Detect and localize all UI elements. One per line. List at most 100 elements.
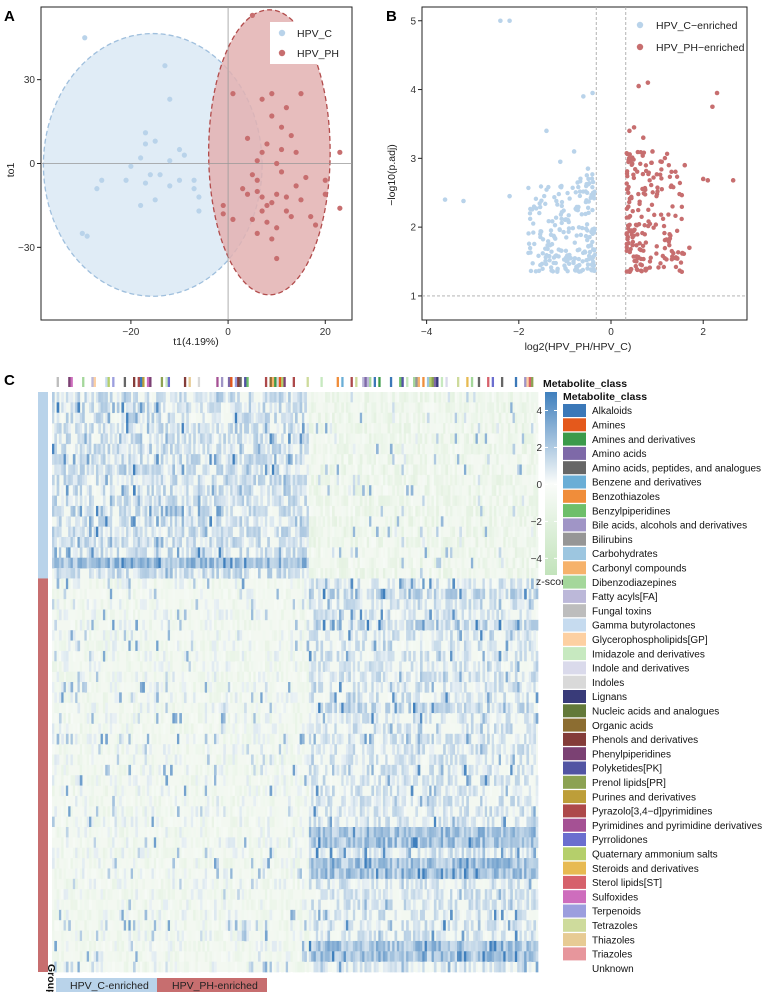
heatmap-cell: [308, 588, 312, 600]
heatmap-cell: [130, 412, 134, 424]
heatmap-cell: [426, 505, 430, 517]
heatmap-cell: [181, 505, 185, 517]
heatmap-cell: [179, 537, 182, 548]
heatmap-cell: [274, 433, 277, 445]
heatmap-cell: [269, 640, 273, 652]
column-annotation-cell: [389, 377, 393, 387]
heatmap-cell: [494, 443, 497, 455]
heatmap-cell: [274, 557, 277, 569]
heatmap-cell: [61, 557, 64, 569]
heatmap-cell: [172, 516, 176, 527]
heatmap-cell: [278, 640, 282, 652]
heatmap-cell: [281, 505, 284, 517]
heatmap-cell: [357, 557, 361, 569]
heatmap-cell: [225, 568, 229, 579]
column-annotation-cell: [380, 377, 384, 387]
heatmap-cell: [267, 516, 270, 527]
panel-b-point-hpv-ph: [652, 212, 657, 218]
heatmap-cell: [475, 443, 479, 455]
panel-a-legend-bg: [270, 22, 348, 64]
heatmap-cell: [470, 485, 474, 496]
heatmap-cell: [410, 474, 414, 486]
panel-b-y-tick-label: 5: [410, 16, 416, 27]
heatmap-cell: [503, 495, 506, 507]
heatmap-cell: [267, 474, 270, 486]
heatmap-cell: [158, 671, 162, 683]
heatmap-cell: [426, 392, 430, 403]
heatmap-cell: [341, 412, 344, 424]
heatmap-cell: [216, 454, 219, 465]
column-annotation-cell: [498, 377, 502, 387]
heatmap-cell: [218, 485, 222, 496]
heatmap-cell: [468, 557, 472, 569]
heatmap-cell: [133, 495, 136, 507]
heatmap-cell: [244, 630, 247, 641]
heatmap-cell: [271, 630, 275, 641]
heatmap-cell: [276, 650, 280, 662]
heatmap-cell: [202, 547, 206, 559]
heatmap-cell: [505, 619, 509, 631]
heatmap-cell: [119, 474, 122, 486]
heatmap-cell: [211, 423, 215, 434]
panel-a-point-hpv-ph: [293, 149, 299, 155]
heatmap-cell: [251, 599, 254, 610]
heatmap-cell: [220, 423, 224, 434]
heatmap-cell: [378, 588, 381, 600]
heatmap-cell: [413, 537, 416, 548]
panel-letter-b: B: [386, 8, 397, 25]
heatmap-cell: [535, 443, 539, 455]
heatmap-cell: [503, 526, 506, 538]
heatmap-cell: [100, 392, 104, 403]
heatmap-cell: [301, 423, 305, 434]
heatmap-cell: [322, 588, 326, 600]
heatmap-cell: [440, 568, 444, 579]
heatmap-cell: [137, 640, 141, 652]
heatmap-cell: [281, 537, 284, 548]
heatmap-cell: [105, 485, 108, 496]
heatmap-cell: [410, 661, 414, 672]
heatmap-cell: [334, 474, 338, 486]
column-annotation-cell: [139, 377, 143, 387]
heatmap-cell: [227, 474, 231, 486]
heatmap-cell: [174, 557, 178, 569]
heatmap-cell: [241, 526, 245, 538]
heatmap-cell: [419, 516, 423, 527]
heatmap-cell: [209, 505, 213, 517]
heatmap-cell: [447, 557, 451, 569]
heatmap-cell: [234, 474, 238, 486]
heatmap-cell: [512, 588, 516, 600]
heatmap-cell: [457, 537, 460, 548]
heatmap-cell: [482, 443, 486, 455]
panel-b-point-hpv-c: [587, 234, 592, 240]
heatmap-cell: [207, 578, 210, 590]
column-annotation-cell: [237, 377, 240, 387]
heatmap-cell: [315, 392, 319, 403]
heatmap-cell: [364, 495, 368, 507]
heatmap-cell: [251, 557, 254, 569]
heatmap-cell: [170, 578, 173, 590]
heatmap-cell: [135, 609, 138, 621]
heatmap-cell: [500, 526, 504, 538]
heatmap-cell: [505, 599, 509, 610]
heatmap-cell: [318, 537, 321, 548]
column-annotation-cell: [359, 377, 363, 387]
heatmap-cell: [285, 402, 289, 414]
heatmap-cell: [424, 485, 428, 496]
heatmap-cell: [422, 464, 425, 476]
heatmap-cell: [417, 423, 421, 434]
column-annotation-cell: [137, 377, 141, 387]
heatmap-cell: [443, 650, 446, 662]
heatmap-cell: [77, 412, 81, 424]
heatmap-cell: [202, 650, 206, 662]
heatmap-cell: [153, 433, 157, 445]
heatmap-cell: [241, 412, 245, 424]
heatmap-cell: [463, 588, 467, 600]
heatmap-cell: [278, 454, 282, 465]
panel-b-x-label: log2(HPV_PH/HPV_C): [525, 341, 632, 353]
heatmap-cell: [151, 423, 155, 434]
heatmap-cell: [58, 505, 62, 517]
heatmap-cell: [343, 578, 347, 590]
panel-b-point-hpv-ph: [637, 247, 642, 252]
panel-b-point-hpv-ph: [635, 232, 640, 237]
heatmap-cell: [357, 661, 361, 672]
